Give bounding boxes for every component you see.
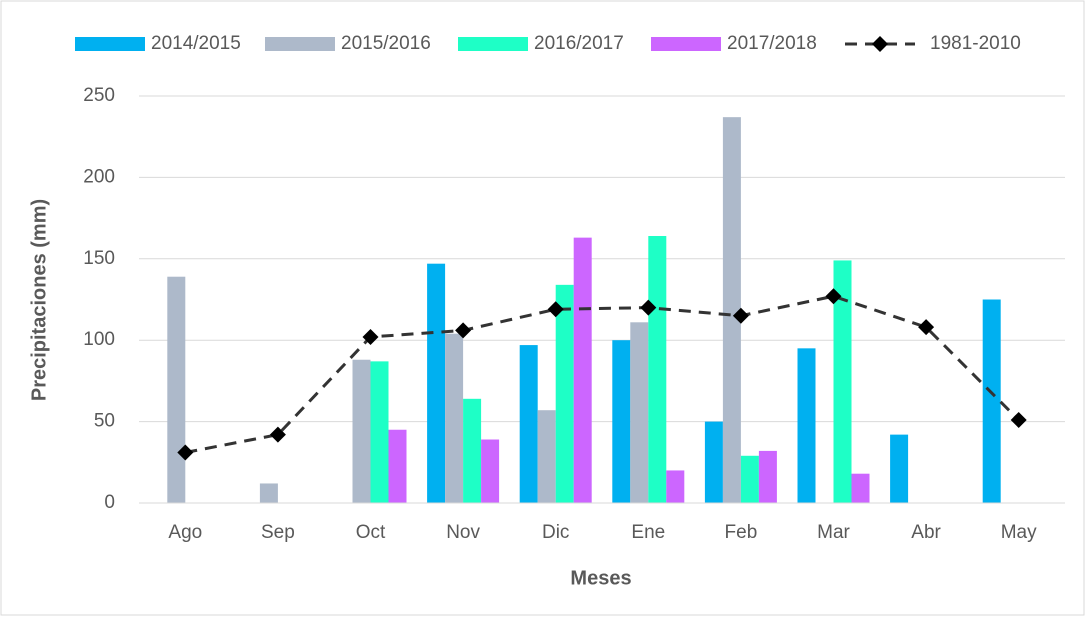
line-marker [547,301,564,318]
y-axis-label: Precipitaciones (mm) [28,199,50,401]
bar [630,322,649,503]
bar [982,299,1001,503]
bar [352,359,371,503]
bar [704,421,723,503]
x-tick-label: Nov [446,522,480,543]
y-tick-label: 250 [83,85,115,106]
bar [519,345,538,503]
line [185,294,1020,455]
legend-label: 2016/2017 [534,33,624,54]
bar [259,483,278,503]
y-tick-label: 150 [83,248,115,269]
x-tick-label: Mar [817,522,850,543]
x-tick-label: Sep [261,522,295,543]
line-marker [732,307,749,324]
legend-swatch [651,37,721,51]
line-marker [640,299,657,316]
line-marker [918,319,935,336]
legend-swatch [458,37,528,51]
x-tick-label: Feb [725,522,758,543]
x-tick-label: Abr [911,522,941,543]
line-marker [177,444,194,461]
x-tick-label: May [1001,522,1037,543]
bar [537,410,556,503]
bar [612,340,631,503]
bar [833,260,852,503]
bar [648,236,667,503]
bar [740,455,759,503]
bar [555,284,574,503]
x-tick-label: Dic [542,522,569,543]
bar [722,117,741,503]
y-tick-label: 200 [83,166,115,187]
legend-label: 1981-2010 [930,33,1021,54]
x-tick-label: Oct [356,522,386,543]
bar [666,470,685,503]
x-tick-label: Ago [168,522,202,543]
x-tick-label: Ene [631,522,665,543]
bar [890,434,909,503]
y-tick-label: 0 [104,492,115,513]
y-tick-label: 100 [83,329,115,350]
bar [445,333,464,503]
legend-swatch [265,37,335,51]
x-axis-label: Meses [570,567,631,589]
bar [851,473,870,503]
bar [758,450,777,503]
bar [463,398,482,503]
line-marker [362,328,379,345]
bar [427,263,446,503]
bar [370,361,389,503]
bar [797,348,816,503]
line-marker [1010,411,1027,428]
legend-swatch [75,37,145,51]
line-marker [825,288,842,305]
y-tick-label: 50 [94,411,115,432]
bar [167,276,186,503]
bar [481,439,500,503]
line-marker [455,322,472,339]
bar [388,429,407,503]
bar [573,237,592,504]
legend-marker [872,36,888,52]
line-marker [269,426,286,443]
legend-label: 2017/2018 [727,33,817,54]
legend-label: 2014/2015 [151,33,241,54]
legend-label: 2015/2016 [341,33,431,54]
